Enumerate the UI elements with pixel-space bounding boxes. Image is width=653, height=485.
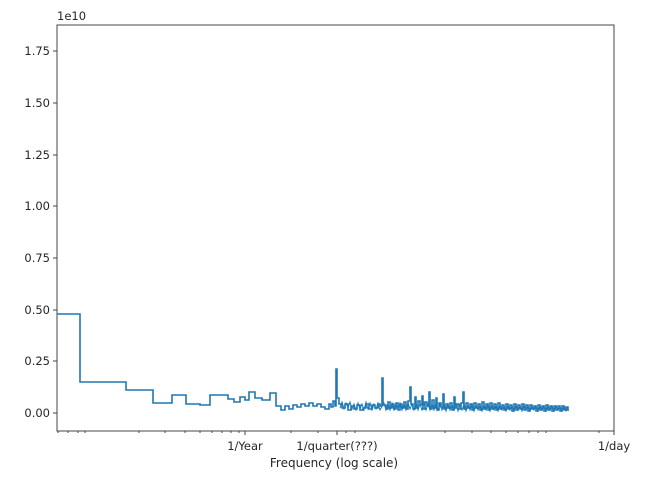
xtick-label: 1/quarter(???) bbox=[296, 439, 377, 453]
ytick-label: 0.50 bbox=[24, 303, 50, 317]
ytick-label: 1.00 bbox=[24, 199, 50, 213]
ytick-label: 1.50 bbox=[24, 96, 50, 110]
x-axis-label: Frequency (log scale) bbox=[270, 456, 398, 470]
ytick-label: 1.75 bbox=[24, 44, 50, 58]
ytick-label: 0.00 bbox=[24, 406, 50, 420]
xtick-label: 1/day bbox=[598, 439, 631, 453]
ytick-label: 0.75 bbox=[24, 251, 50, 265]
y-offset-label: 1e10 bbox=[57, 9, 86, 23]
x-axis bbox=[57, 431, 615, 435]
y-axis bbox=[53, 50, 57, 414]
xtick-label: 1/Year bbox=[227, 439, 263, 453]
plot-frame bbox=[56, 24, 615, 432]
ytick-label: 1.25 bbox=[24, 148, 50, 162]
fft-series-line bbox=[57, 313, 569, 413]
ytick-label: 0.25 bbox=[24, 354, 50, 368]
